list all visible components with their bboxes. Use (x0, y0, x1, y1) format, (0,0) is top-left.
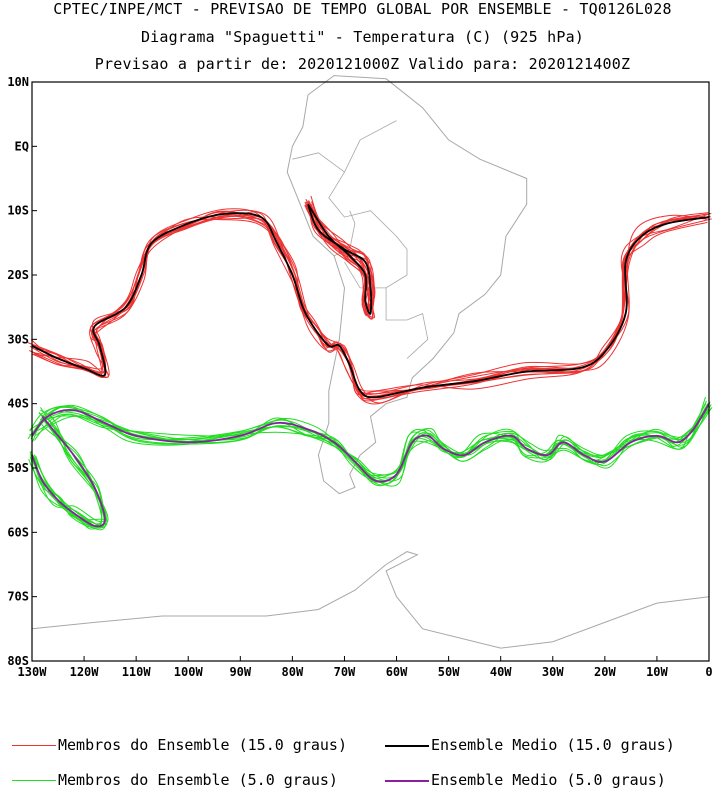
member-5-line (30, 406, 713, 476)
x-tick-label: 20W (594, 665, 616, 679)
member-5-line (29, 402, 711, 479)
ensemble-mean-15-line (31, 212, 710, 399)
x-tick-label: 40W (490, 665, 512, 679)
legend-label-mean-5: Ensemble Medio (5.0 graus) (431, 771, 666, 789)
y-tick-label: 20S (7, 268, 29, 282)
country-border (292, 152, 345, 173)
legend-item-mean-5: Ensemble Medio (5.0 graus) (385, 771, 666, 789)
member-5-line (28, 416, 108, 529)
ensemble-mean-15-line (307, 203, 373, 315)
legend-label-members-5: Membros do Ensemble (5.0 graus) (58, 771, 338, 789)
x-tick-label: 50W (438, 665, 460, 679)
member-5-line (34, 401, 711, 482)
legend-swatch-mean-5 (385, 779, 429, 782)
ensemble-mean-5-line (31, 403, 710, 483)
y-tick-label: 70S (7, 590, 29, 604)
legend-item-members-5: Membros do Ensemble (5.0 graus) (12, 771, 338, 789)
y-tick-label: 40S (7, 397, 29, 411)
y-tick-label: 30S (7, 332, 29, 346)
legend-swatch-members-15 (12, 745, 56, 746)
legend-item-mean-15: Ensemble Medio (15.0 graus) (385, 736, 675, 754)
y-tick-label: 50S (7, 461, 29, 475)
x-tick-label: 90W (229, 665, 251, 679)
axes-layer: 130W 120W 110W 100W 90W 80W 70W 60W 50W 40W 30W 20W… (7, 75, 712, 679)
coastline-layer (31, 75, 710, 649)
ensemble-mean-5-line (31, 415, 106, 528)
x-tick-label: 0 (705, 665, 712, 679)
x-tick-label: 130W (18, 665, 48, 679)
x-tick-label: 100W (174, 665, 204, 679)
member-15-line (31, 214, 712, 405)
plot-frame (31, 81, 710, 662)
x-tick-label: 120W (70, 665, 100, 679)
x-tick-label: 110W (122, 665, 152, 679)
y-tick-label: 10N (7, 75, 29, 89)
member-5-line (29, 412, 105, 529)
ensemble-mean-layer (31, 203, 710, 528)
member-5-line (29, 405, 706, 477)
legend-swatch-members-5 (12, 780, 56, 781)
member-5-line (34, 421, 105, 521)
x-tick-label: 70W (334, 665, 356, 679)
y-tick-label: EQ (15, 139, 29, 153)
x-tick-label: 80W (282, 665, 304, 679)
chart-title-line2: Diagrama "Spaguetti" - Temperatura (C) (… (140, 28, 585, 46)
country-border (385, 287, 429, 359)
y-tick-label: 10S (7, 204, 29, 218)
legend-item-members-15: Membros do Ensemble (15.0 graus) (12, 736, 347, 754)
legend-swatch-mean-15 (385, 744, 429, 747)
x-tick-label: 60W (386, 665, 408, 679)
legend-label-mean-15: Ensemble Medio (15.0 graus) (431, 736, 675, 754)
member-5-line (34, 396, 706, 487)
antarctica-coast (31, 551, 710, 649)
x-tick-label: 30W (542, 665, 564, 679)
member-5-line (34, 403, 707, 487)
y-tick-label: 60S (7, 525, 29, 539)
member-15-line (34, 212, 709, 397)
chart-title-line1: CPTEC/INPE/MCT - PREVISAO DE TEMPO GLOBA… (53, 0, 672, 18)
member-5-line (32, 406, 712, 484)
x-tick-label: 10W (646, 665, 668, 679)
country-border (328, 120, 408, 289)
south-america-coast (286, 75, 528, 495)
legend-label-members-15: Membros do Ensemble (15.0 graus) (58, 736, 347, 754)
y-tick-label: 80S (7, 654, 29, 668)
chart-title-line3: Previsao a partir de: 2020121000Z Valido… (94, 55, 631, 73)
